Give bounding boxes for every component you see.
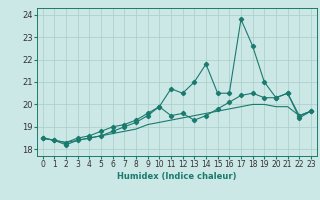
X-axis label: Humidex (Indice chaleur): Humidex (Indice chaleur) xyxy=(117,172,236,181)
